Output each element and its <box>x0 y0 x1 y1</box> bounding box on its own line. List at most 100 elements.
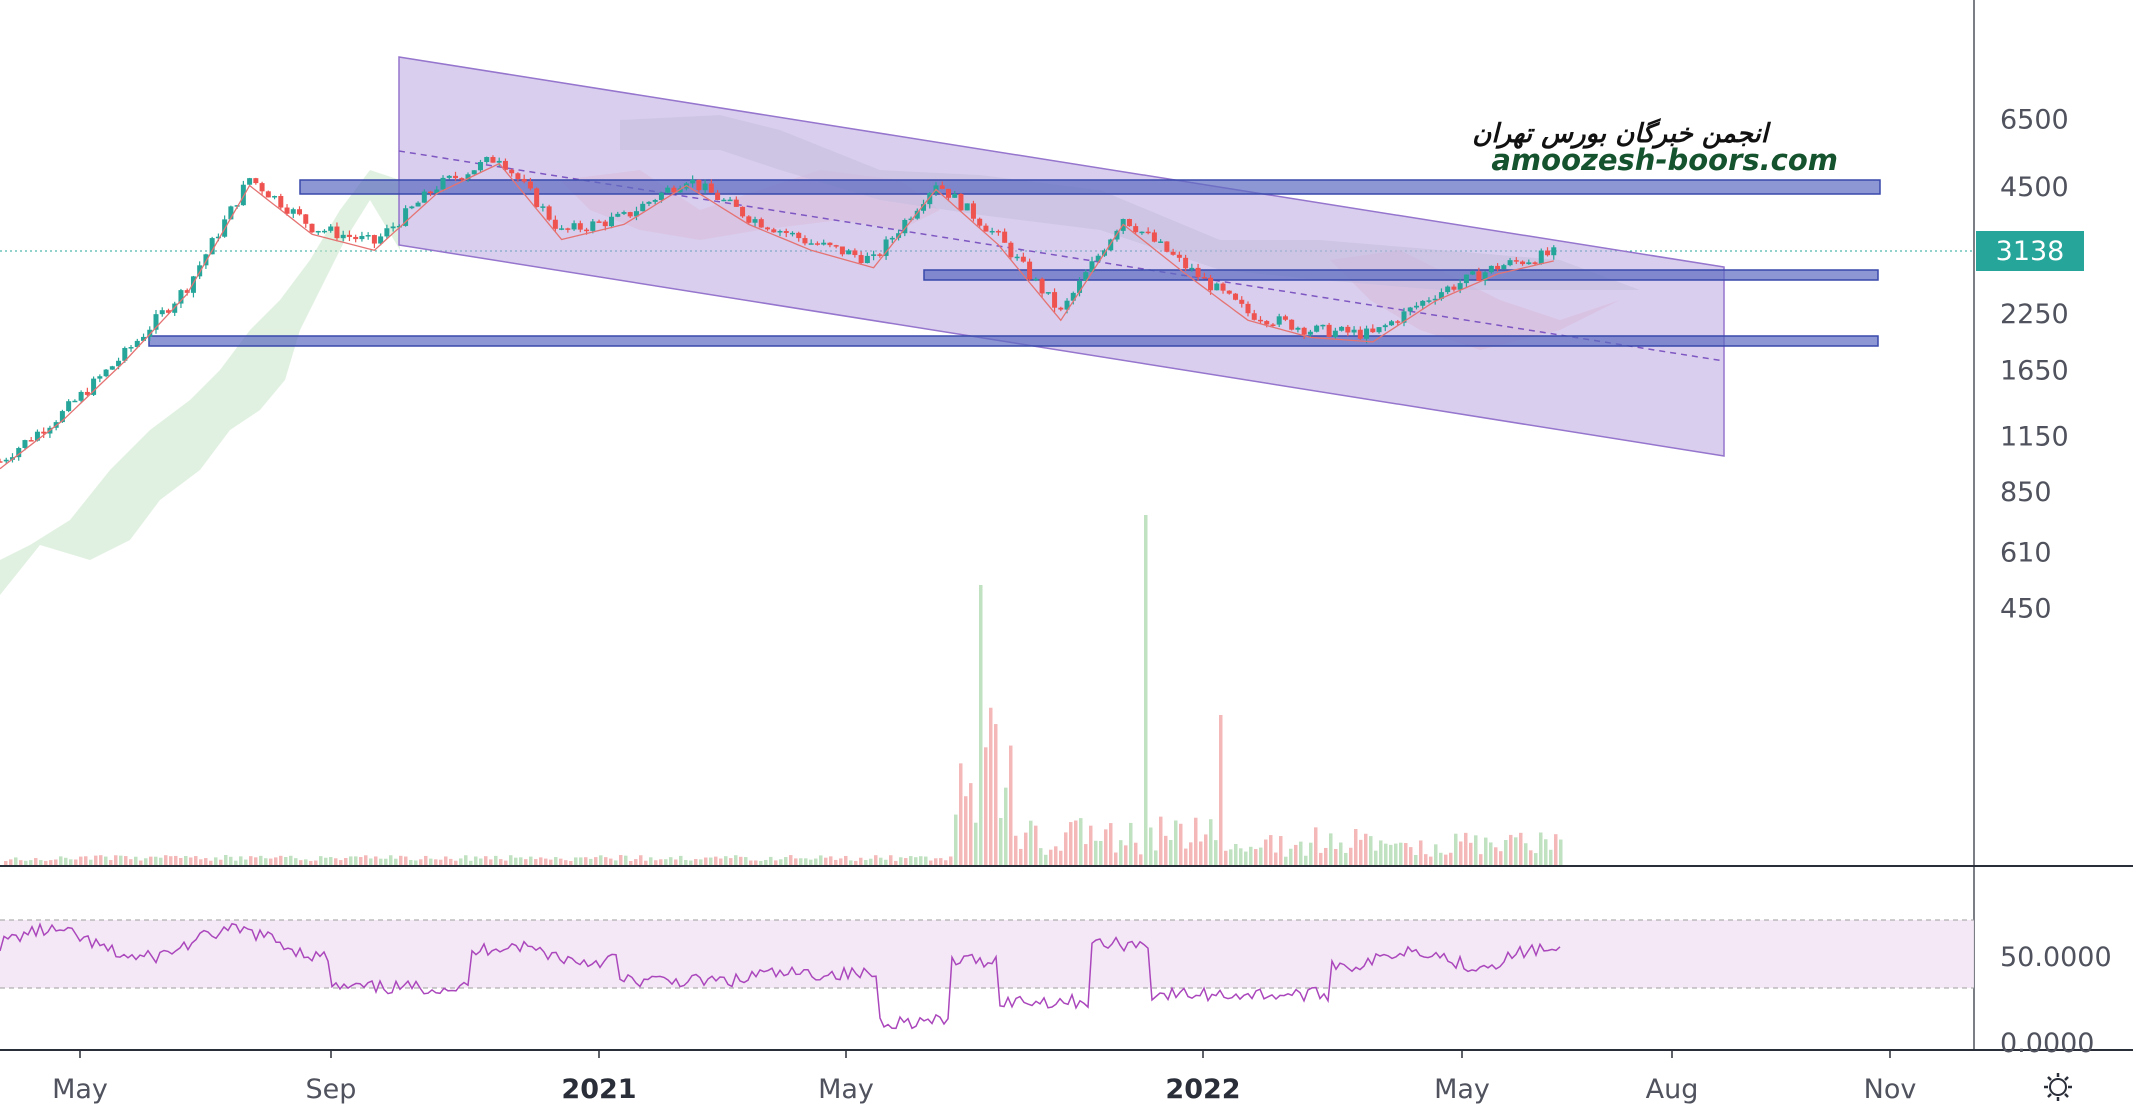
candle-up <box>203 254 209 266</box>
volume-bar <box>699 859 703 865</box>
volume-bar <box>1064 832 1068 865</box>
volume-bar <box>569 860 573 865</box>
candle-up <box>1064 300 1070 310</box>
volume-bar <box>1344 852 1348 865</box>
volume-bar <box>254 857 258 865</box>
candle-down <box>309 223 315 233</box>
time-axis[interactable]: May Sep 2021 May 2022 May Aug Nov <box>52 1050 1916 1105</box>
candle-up <box>908 218 914 221</box>
candle-down <box>41 431 47 434</box>
price-tick-label: 1150 <box>2000 422 2069 453</box>
volume-bar <box>904 858 908 865</box>
candle-down <box>1532 262 1538 264</box>
candle-up <box>1320 324 1326 327</box>
volume-bar <box>34 858 38 865</box>
volume-bar <box>1529 850 1533 865</box>
candle-up <box>72 400 78 403</box>
volume-bar <box>704 857 708 865</box>
volume-bar <box>1459 841 1463 865</box>
volume-bar <box>844 855 848 865</box>
candle-up <box>952 193 958 198</box>
volume-bar <box>854 860 858 865</box>
volume-bar <box>719 858 723 865</box>
candle-up <box>240 184 246 206</box>
volume-bar <box>79 856 83 865</box>
candle-down <box>453 175 459 179</box>
volume-bar <box>454 860 458 865</box>
volume-bar <box>1494 847 1498 865</box>
candle-up <box>1482 272 1488 281</box>
candle-up <box>821 242 827 245</box>
volume-bar <box>164 855 168 865</box>
volume-bar <box>1179 823 1183 865</box>
volume-bar <box>259 855 263 865</box>
volume-bar <box>1384 843 1388 865</box>
candle-up <box>1432 298 1438 301</box>
volume-bar <box>834 859 838 865</box>
volume-bar <box>474 856 478 865</box>
volume-bar <box>884 859 888 865</box>
volume-bar <box>1319 852 1323 865</box>
volume-bar <box>1269 835 1273 865</box>
volume-bar <box>574 857 578 865</box>
candle-up <box>1457 283 1463 290</box>
candle-up <box>889 237 895 240</box>
price-axis[interactable]: 450 610 850 1150 1650 2250 4500 6500 <box>2000 105 2069 625</box>
candle-up <box>440 177 446 190</box>
volume-bar <box>929 860 933 865</box>
volume-bar <box>529 856 533 865</box>
volume-bar <box>1359 839 1363 865</box>
candle-up <box>540 206 546 208</box>
volume-bar <box>1219 715 1223 865</box>
candle-up <box>777 231 783 233</box>
candle-down <box>1326 324 1332 337</box>
volume-bar <box>159 857 163 865</box>
volume-bar <box>589 858 593 865</box>
settings-gear-icon[interactable] <box>2044 1073 2072 1101</box>
candle-up <box>3 459 9 462</box>
candle-down <box>1233 293 1239 300</box>
volume-bar <box>1164 835 1168 865</box>
volume-bar <box>754 860 758 865</box>
candle-down <box>1239 299 1245 304</box>
candle-up <box>78 391 84 401</box>
candle-up <box>91 378 97 395</box>
volume-bar <box>939 858 943 865</box>
time-tick-label: Aug <box>1646 1074 1699 1105</box>
candle-up <box>409 206 415 209</box>
volume-bar <box>264 858 268 865</box>
candle-down <box>970 203 976 219</box>
volume-bar <box>4 860 8 865</box>
candle-down <box>746 216 752 223</box>
volume-bar <box>419 859 423 865</box>
cloud-green <box>0 170 400 595</box>
rsi-line <box>0 922 1561 1030</box>
volume-bar <box>309 860 313 865</box>
candle-up <box>197 265 203 277</box>
volume-bar <box>1054 846 1058 865</box>
candle-down <box>1370 328 1376 333</box>
volume-bar <box>414 860 418 865</box>
candle-up <box>396 225 402 228</box>
candle-down <box>1058 307 1064 310</box>
candle-up <box>403 208 409 226</box>
volume-bar <box>384 858 388 865</box>
volume-bar <box>1009 745 1013 865</box>
candle-down <box>877 254 883 256</box>
candle-down <box>783 231 789 233</box>
volume-bar <box>229 856 233 865</box>
volume-bar <box>364 855 368 865</box>
candle-down <box>833 245 839 247</box>
volume-bar <box>1254 849 1258 865</box>
volume-bar <box>1129 822 1133 865</box>
candle-down <box>552 219 558 229</box>
candle-up <box>677 188 683 193</box>
volume-bar <box>979 585 983 865</box>
volume-bar <box>54 859 58 865</box>
candle-down <box>346 234 352 237</box>
candle-up <box>590 221 596 231</box>
volume-bar <box>919 856 923 865</box>
volume-bar <box>1414 854 1418 865</box>
volume-histogram <box>4 515 1563 865</box>
